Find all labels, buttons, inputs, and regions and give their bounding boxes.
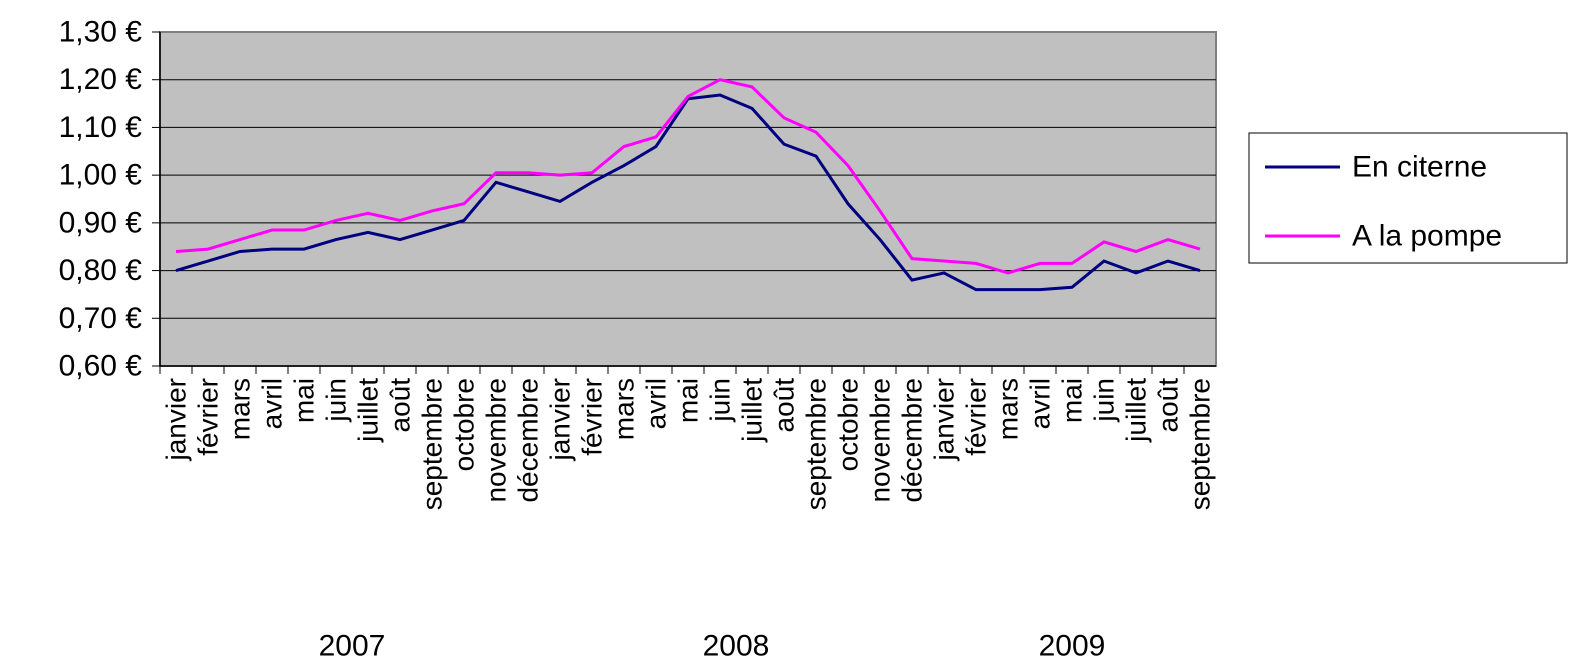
plot-area [159,31,1217,367]
x-tick-label: juin [705,378,736,423]
x-tick-label: mars [993,378,1024,440]
year-label: 2009 [1039,630,1106,663]
x-tick-label: avril [1025,378,1056,429]
x-tick-label: mai [1057,378,1088,423]
x-tick-label: juillet [353,378,384,443]
x-tick-label: août [769,378,800,433]
x-tick-label: mars [225,378,256,440]
x-tick-label: février [577,378,608,456]
x-tick-label: juillet [1121,378,1152,443]
x-tick-label: septembre [417,378,448,510]
x-tick-label: novembre [481,378,512,503]
x-tick-label: juin [321,378,352,423]
x-tick-label: février [193,378,224,456]
x-tick-label: janvier [545,378,576,461]
legend-box [1248,132,1568,264]
x-tick-label: mai [289,378,320,423]
x-tick-label: décembre [513,378,544,503]
year-label: 2007 [319,630,386,663]
y-tick-label: 0,70 € [59,302,143,335]
y-tick-label: 0,80 € [59,254,143,287]
x-tick-label: octobre [449,378,480,471]
y-tick-label: 0,60 € [59,350,143,383]
x-tick-label: juin [1089,378,1120,423]
x-tick-label: janvier [161,378,192,461]
x-tick-label: septembre [801,378,832,510]
x-tick-label: mars [609,378,640,440]
x-tick-label: janvier [929,378,960,461]
x-tick-label: février [961,378,992,456]
legend-label: En citerne [1352,151,1487,184]
y-tick-label: 1,30 € [59,16,143,49]
x-tick-label: août [385,378,416,433]
x-tick-label: avril [257,378,288,429]
series-line [175,78,1201,275]
x-tick-label: septembre [1185,378,1216,510]
year-label: 2008 [703,630,770,663]
x-tick-label: novembre [865,378,896,503]
y-tick-label: 1,10 € [59,111,143,144]
x-tick-label: décembre [897,378,928,503]
x-tick-label: mai [673,378,704,423]
x-tick-label: avril [641,378,672,429]
y-tick-label: 1,20 € [59,63,143,96]
legend-label: A la pompe [1352,220,1502,253]
x-tick-label: octobre [833,378,864,471]
y-tick-label: 0,90 € [59,206,143,239]
x-tick-label: août [1153,378,1184,433]
y-tick-label: 1,00 € [59,159,143,192]
x-tick-label: juillet [737,378,768,443]
